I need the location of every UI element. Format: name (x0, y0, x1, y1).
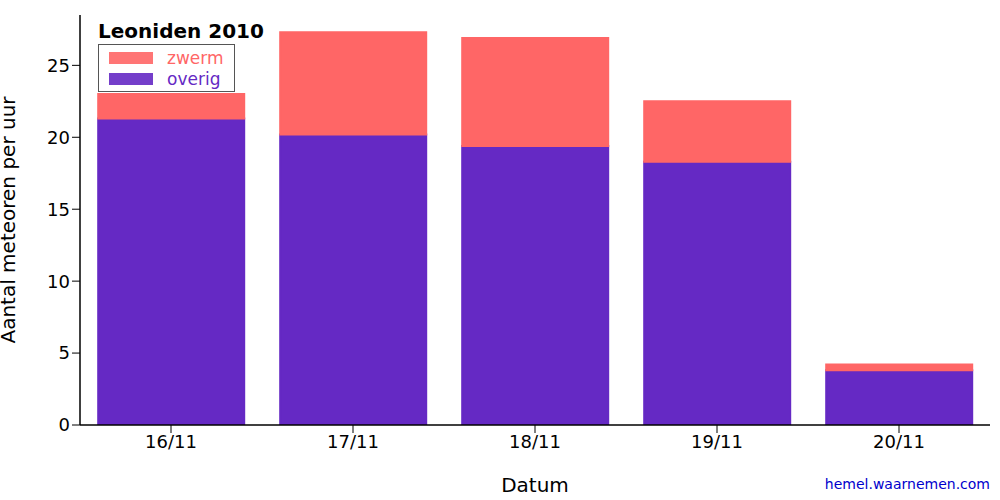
svg-text:18/11: 18/11 (509, 431, 561, 452)
svg-text:19/11: 19/11 (691, 431, 743, 452)
svg-text:16/11: 16/11 (145, 431, 197, 452)
svg-text:25: 25 (47, 55, 70, 76)
html-text:Leoniden 2010: Leoniden 2010 (98, 19, 264, 43)
svg-text:20: 20 (47, 127, 70, 148)
svg-text:5: 5 (59, 342, 70, 363)
svg-text:Aantal meteoren per uur: Aantal meteoren per uur (8, 96, 20, 344)
svg-text:17/11: 17/11 (327, 431, 379, 452)
html-text:zwerm: zwerm (167, 47, 224, 68)
svg-text:15: 15 (47, 199, 70, 220)
html-text:hemel.waarnemen.com: hemel.waarnemen.com (824, 476, 990, 492)
svg-text:0: 0 (59, 414, 70, 435)
html-text:overig: overig (167, 68, 221, 89)
svg-text:20/11: 20/11 (873, 431, 925, 452)
svg-text:10: 10 (47, 271, 70, 292)
svg-text:Datum: Datum (501, 473, 569, 497)
